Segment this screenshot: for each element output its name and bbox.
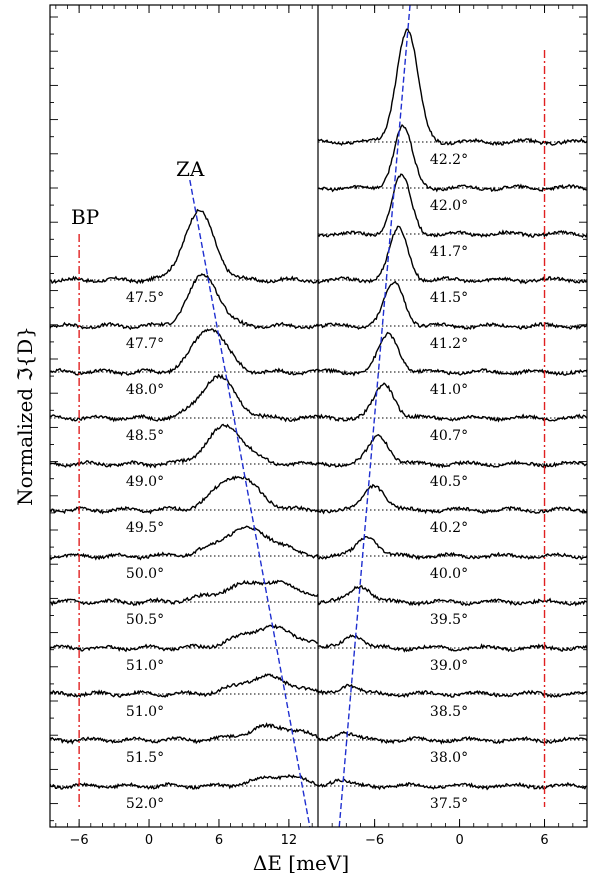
angle-label-right-8: 40.2° [430, 520, 468, 536]
za-guide-right [338, 4, 411, 828]
angle-label-right-12: 38.5° [430, 704, 468, 720]
trace-left-4 [50, 423, 318, 469]
angle-label-right-5: 41.0° [430, 382, 468, 398]
guide-lines [78, 4, 546, 828]
y-axis-label: Normalized ℑ{D} [13, 326, 37, 506]
trace-left-7 [50, 579, 318, 607]
x-axis-label: ΔE [meV] [253, 851, 349, 875]
angle-label-right-7: 40.5° [430, 474, 468, 490]
angle-label-right-1: 42.0° [430, 198, 468, 214]
angle-label-left-7: 50.5° [126, 612, 164, 628]
angle-label-right-4: 41.2° [430, 336, 468, 352]
x-tick-label-right-2: 6 [540, 833, 548, 848]
angle-label-left-2: 48.0° [126, 382, 164, 398]
trace-left-5 [50, 475, 318, 515]
x-tick-label-right-1: 0 [455, 833, 463, 848]
trace-right-14 [318, 778, 587, 791]
angle-label-right-3: 41.5° [430, 290, 468, 306]
za-annotation: ZA [176, 157, 205, 181]
trace-right-10 [318, 585, 587, 607]
right-panel-traces [318, 28, 587, 791]
trace-right-13 [318, 730, 587, 745]
angle-label-left-4: 49.0° [126, 474, 164, 490]
x-tick-label-left-0: −6 [70, 833, 89, 848]
trace-right-2 [318, 173, 587, 238]
angle-label-right-11: 39.0° [430, 658, 468, 674]
trace-right-11 [318, 633, 587, 653]
trace-left-9 [50, 673, 318, 698]
trace-left-8 [50, 623, 318, 653]
angle-label-right-10: 39.5° [430, 612, 468, 628]
x-tick-label-right-0: −6 [365, 833, 384, 848]
x-tick-label-left-1: 0 [145, 833, 153, 848]
trace-right-8 [318, 483, 587, 515]
angle-label-right-2: 41.7° [430, 244, 468, 260]
trace-right-9 [318, 536, 587, 561]
angle-label-left-6: 50.0° [126, 566, 164, 582]
trace-left-10 [50, 722, 318, 745]
trace-right-0 [318, 28, 587, 147]
trace-right-7 [318, 434, 587, 469]
angle-label-right-13: 38.0° [430, 750, 468, 766]
trace-left-2 [50, 328, 318, 377]
trace-left-3 [50, 373, 318, 423]
angle-label-right-14: 37.5° [430, 796, 468, 812]
x-tick-label-left-2: 6 [215, 833, 223, 848]
angle-label-left-1: 47.7° [126, 336, 164, 352]
trace-left-1 [50, 273, 318, 331]
trace-left-0 [50, 208, 318, 285]
angle-label-left-3: 48.5° [126, 428, 164, 444]
angle-label-left-8: 51.0° [126, 658, 164, 674]
angle-labels: 47.5° 47.7° 48.0° 48.5° 49.0° 49.5° 50.0° 50.5°… [126, 152, 468, 812]
trace-left-6 [50, 525, 318, 561]
za-guide-left [189, 179, 311, 828]
angle-label-left-0: 47.5° [126, 290, 164, 306]
x-tick-label-left-3: 12 [281, 833, 298, 848]
axes-frame: −6 0 6 12 −6 0 6 [49, 4, 588, 848]
trace-right-1 [318, 124, 587, 193]
angle-label-right-9: 40.0° [430, 566, 468, 582]
angle-label-left-11: 52.0° [126, 796, 164, 812]
angle-label-left-5: 49.5° [126, 520, 164, 536]
trace-left-11 [50, 773, 318, 790]
trace-right-12 [318, 683, 587, 699]
trace-right-6 [318, 382, 587, 423]
trace-right-5 [318, 331, 587, 377]
trace-right-3 [318, 225, 587, 285]
trace-right-4 [318, 280, 587, 331]
angle-label-right-0: 42.2° [430, 152, 468, 168]
left-panel-traces [50, 208, 318, 790]
angle-label-right-6: 40.7° [430, 428, 468, 444]
angle-label-left-10: 51.5° [126, 750, 164, 766]
bp-annotation: BP [71, 205, 99, 229]
angle-label-left-9: 51.0° [126, 704, 164, 720]
